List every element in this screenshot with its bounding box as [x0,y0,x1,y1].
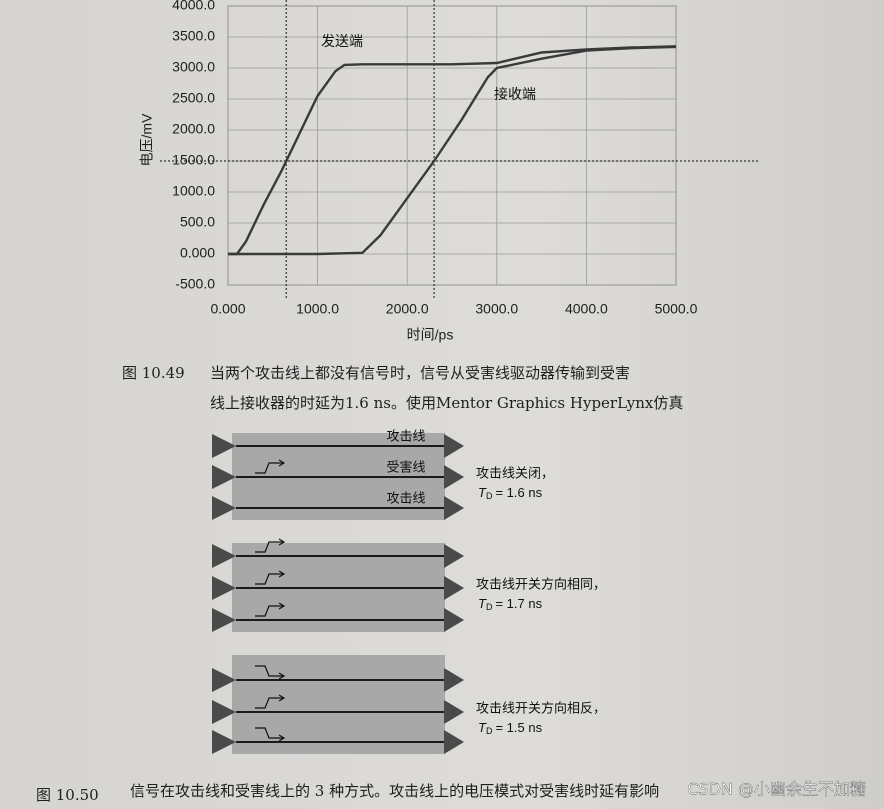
td-value: = 1.6 ns [495,485,542,500]
y-tick-label: 2500.0 [172,90,215,106]
y-tick-label: 3000.0 [172,59,215,75]
y-tick-label: 4000.0 [172,0,215,13]
receiver [444,496,464,520]
bus-shade [232,655,445,754]
td-value: = 1.7 ns [495,596,542,611]
x-axis-label: 时间/ps [407,327,454,343]
step-icon [255,602,286,617]
driver [212,434,236,458]
y-tick-label: 1500.0 [172,152,215,168]
td-subscript: D [486,726,493,736]
driver [212,496,236,520]
td-label: TD = 1.7 ns [478,596,543,612]
figure-caption: 当两个攻击线上都没有信号时，信号从受害线驱动器传输到受害 [210,364,630,382]
x-tick-label: 2000.0 [386,301,429,317]
td-symbol: T [478,596,487,611]
driver [212,608,236,632]
x-tick-label: 4000.0 [565,301,608,317]
step-icon [255,727,286,742]
y-tick-label: 1000.0 [172,183,215,199]
step-icon [255,459,286,474]
data-line [228,45,677,256]
driver [212,700,236,724]
y-tick-label: 0.000 [180,245,215,261]
step-icon [255,694,286,709]
figure-number: 图 10.50 [36,786,99,804]
line-label: 攻击线 [386,492,425,507]
y-tick-label: 3500.0 [172,28,215,44]
driver [212,668,236,692]
watermark: CSDN @小幽余生不加糖 [687,780,866,799]
td-subscript: D [486,491,493,501]
x-tick-label: 0.000 [210,301,245,317]
td-symbol: T [478,720,487,735]
receiver [444,576,464,600]
driver [212,730,236,754]
driver [212,544,236,568]
y-tick-label: 2000.0 [172,121,215,137]
chart: -500.0 0.000 500.0 1000.0 1500.0 2000.0 2500.0… [160,0,760,317]
td-subscript: D [486,602,493,612]
case-note: 攻击线关闭， [476,467,554,482]
y-tick-label: -500.0 [175,276,215,292]
line-label: 攻击线 [386,430,425,445]
receiver [444,465,464,489]
receiver [444,700,464,724]
y-tick-label: 500.0 [180,214,215,230]
figure-caption: 信号在攻击线和受害线上的 3 种方式。攻击线上的电压模式对受害线时延有影响 [130,782,659,800]
series-label: 接收端 [494,86,536,103]
receiver [444,544,464,568]
receiver [444,668,464,692]
receiver [444,608,464,632]
step-icon [255,665,286,680]
td-symbol: T [478,485,487,500]
driver [212,576,236,600]
x-tick-label: 1000.0 [296,301,339,317]
series-label: 发送端 [321,34,363,50]
step-icon [255,570,286,585]
td-label: TD = 1.5 ns [478,720,543,736]
y-axis-label: 电压/mV [139,113,155,167]
step-icon [255,538,286,553]
data-line [228,45,677,256]
figure-number: 图 10.49 [122,364,185,382]
x-tick-label: 5000.0 [655,301,698,317]
case-note: 攻击线开关方向相同， [476,577,606,593]
receiver [444,730,464,754]
x-tick-label: 3000.0 [475,301,518,317]
driver [212,465,236,489]
td-value: = 1.5 ns [495,720,542,735]
receiver [444,434,464,458]
figure-caption: 线上接收器的时延为1.6 ns。使用Mentor Graphics HyperL… [210,394,683,412]
line-label: 受害线 [386,460,425,476]
case-note: 攻击线开关方向相反， [476,701,606,717]
td-label: TD = 1.6 ns [478,485,543,501]
